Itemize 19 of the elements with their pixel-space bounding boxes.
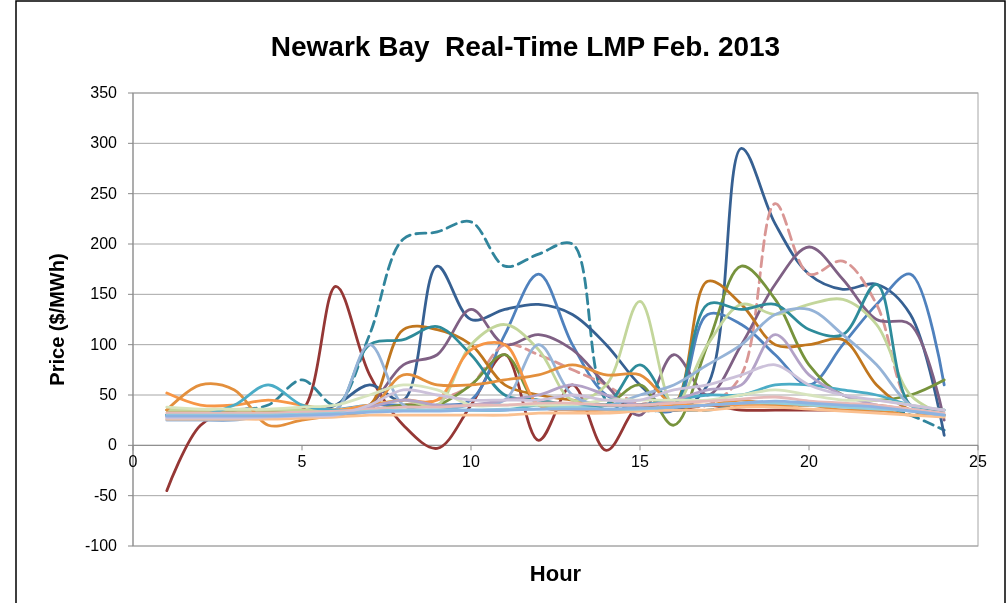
- chart-title: Newark Bay Real-Time LMP Feb. 2013: [270, 31, 781, 62]
- x-tick-label: 15: [631, 453, 649, 471]
- x-tick-label: 25: [969, 453, 987, 471]
- y-tick-label: 200: [90, 235, 118, 252]
- x-tick-label: 5: [297, 453, 307, 471]
- y-tick-label: 300: [90, 134, 118, 152]
- x-axis-title: Hour: [529, 561, 582, 586]
- x-tick-label: 10: [462, 453, 480, 471]
- y-tick-label: 50: [99, 386, 118, 403]
- y-tick-label: 250: [90, 184, 118, 202]
- x-tick-label: 20: [800, 453, 818, 471]
- y-tick-label: 150: [90, 285, 118, 303]
- y-tick-label: 0: [108, 436, 118, 454]
- y-tick-label: 350: [90, 84, 118, 101]
- y-tick-label: -100: [84, 537, 118, 554]
- y-tick-label: -50: [93, 486, 118, 504]
- y-axis-title: Price ($/MWh): [46, 253, 68, 386]
- y-tick-label: 100: [90, 335, 118, 353]
- x-tick-label: 0: [128, 453, 138, 471]
